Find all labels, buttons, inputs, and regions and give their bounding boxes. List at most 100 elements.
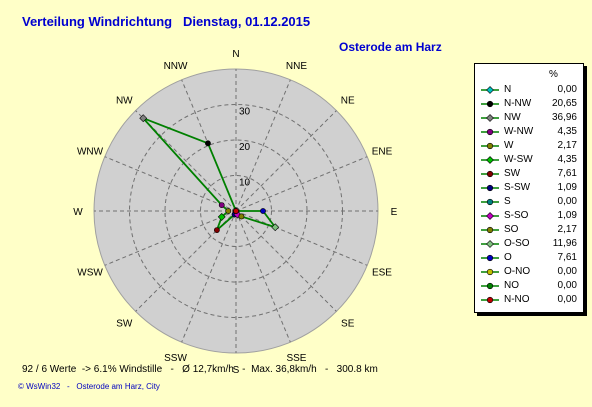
legend-value: 2,17	[557, 224, 577, 235]
chart-title: Verteilung Windrichtung Dienstag, 01.12.…	[22, 14, 311, 29]
legend-value: 0,00	[557, 196, 577, 207]
legend-label: W	[504, 140, 514, 151]
legend-symbol-n-no	[481, 296, 499, 304]
legend-symbol-nw	[481, 114, 499, 122]
legend-row-n: N 0,00	[475, 83, 583, 97]
compass-label-ssw: SSW	[164, 353, 187, 364]
legend-symbol-s-so	[481, 212, 499, 220]
legend-symbol-n	[481, 86, 499, 94]
legend-symbol-o	[481, 254, 499, 262]
legend-value: 2,17	[557, 140, 577, 151]
legend-symbol-s-sw	[481, 184, 499, 192]
compass-label-nne: NNE	[286, 61, 307, 72]
legend-label: N	[504, 84, 512, 95]
legend-value: 0,00	[557, 266, 577, 277]
legend-symbol-n-nw	[481, 100, 499, 108]
legend-label: NO	[504, 280, 519, 291]
data-point-o	[260, 208, 266, 214]
legend-label: O-SO	[504, 238, 530, 249]
data-point-w-sw	[217, 212, 226, 221]
grid-spoke-nw	[135, 110, 237, 212]
legend-label: W-SW	[504, 154, 533, 165]
legend-label: O-NO	[504, 266, 531, 277]
legend-value: 20,65	[551, 98, 577, 109]
station-name: Osterode am Harz	[339, 40, 442, 54]
data-point-so	[238, 213, 245, 220]
legend-value: 4,35	[557, 126, 577, 137]
legend-row-o-no: O-NO 0,00	[475, 265, 583, 279]
legend-row-s: S 0,00	[475, 195, 583, 209]
data-point-nw	[139, 114, 148, 123]
compass-label-ese: ESE	[372, 267, 392, 278]
legend-label: SO	[504, 224, 519, 235]
legend-symbol-w-sw	[481, 156, 499, 164]
compass-label-ne: NE	[341, 95, 355, 106]
legend-unit: %	[549, 69, 558, 80]
footer: © WsWin32 - Osterode am Harz, City	[18, 382, 160, 391]
legend-label: O	[504, 252, 512, 263]
legend-label: N-NO	[504, 294, 530, 305]
compass-label-nw: NW	[116, 95, 133, 106]
legend-symbol-o-so	[481, 240, 499, 248]
legend-symbol-w	[481, 142, 499, 150]
legend-label: S-SO	[504, 210, 529, 221]
legend-label: SW	[504, 168, 521, 179]
copyright-icon: ©	[18, 382, 24, 391]
grid-spoke-ese	[235, 210, 368, 266]
grid-spoke-se	[235, 210, 337, 312]
legend: % N 0,00 N-NW 20,65 NW 36,96 W-NW 4,35 W 2,17 W-SW…	[474, 63, 584, 313]
grid-spoke-nne	[235, 79, 291, 212]
stats-line: 92 / 6 Werte -> 6.1% Windstille - Ø 12,7…	[22, 364, 378, 375]
legend-value: 0,00	[557, 84, 577, 95]
legend-label: N-NW	[504, 98, 532, 109]
legend-row-nw: NW 36,96	[475, 111, 583, 125]
compass-label-s: S	[233, 365, 240, 376]
legend-row-s-sw: S-SW 1,09	[475, 181, 583, 195]
data-point-w	[225, 208, 232, 214]
compass-label-ene: ENE	[372, 147, 393, 158]
legend-symbol-no	[481, 282, 499, 290]
legend-value: 7,61	[557, 252, 577, 263]
compass-label-w: W	[73, 207, 83, 218]
grid-spoke-wsw	[104, 210, 237, 266]
legend-symbol-o-no	[481, 268, 499, 276]
legend-symbol-sw	[481, 170, 499, 178]
compass-label-se: SE	[341, 319, 355, 330]
legend-label: S-SW	[504, 182, 531, 193]
legend-value: 0,00	[557, 280, 577, 291]
ring-label-30: 30	[239, 107, 251, 118]
compass-label-sw: SW	[116, 319, 133, 330]
legend-row-no: NO 0,00	[475, 279, 583, 293]
footer-text: WsWin32 - Osterode am Harz, City	[23, 382, 160, 391]
data-point-w-nw	[218, 202, 225, 208]
compass-label-n: N	[232, 49, 239, 60]
data-point-sw	[213, 227, 220, 234]
grid-spoke-ene	[235, 156, 368, 212]
legend-value: 11,96	[552, 238, 577, 249]
legend-row-w: W 2,17	[475, 139, 583, 153]
legend-row-w-sw: W-SW 4,35	[475, 153, 583, 167]
grid-spoke-sse	[235, 210, 291, 343]
legend-row-so: SO 2,17	[475, 223, 583, 237]
compass-label-wsw: WSW	[77, 267, 103, 278]
legend-row-n-no: N-NO 0,00	[475, 293, 583, 307]
wind-polygon	[142, 117, 278, 231]
legend-row-w-nw: W-NW 4,35	[475, 125, 583, 139]
ring-label-10: 10	[239, 178, 251, 189]
compass-label-sse: SSE	[286, 353, 306, 364]
data-point-n-nw	[205, 140, 211, 147]
legend-row-o-so: O-SO 11,96	[475, 237, 583, 251]
compass-label-nnw: NNW	[164, 61, 188, 72]
legend-value: 7,61	[557, 168, 577, 179]
legend-label: S	[504, 196, 511, 207]
legend-row-o: O 7,61	[475, 251, 583, 265]
legend-row-sw: SW 7,61	[475, 167, 583, 181]
legend-label: NW	[504, 112, 521, 123]
grid-spoke-wnw	[104, 156, 237, 212]
legend-row-n-nw: N-NW 20,65	[475, 97, 583, 111]
legend-row-s-so: S-SO 1,09	[475, 209, 583, 223]
legend-value: 4,35	[557, 154, 577, 165]
compass-label-wnw: WNW	[77, 147, 104, 158]
ring-label-20: 20	[239, 142, 251, 153]
